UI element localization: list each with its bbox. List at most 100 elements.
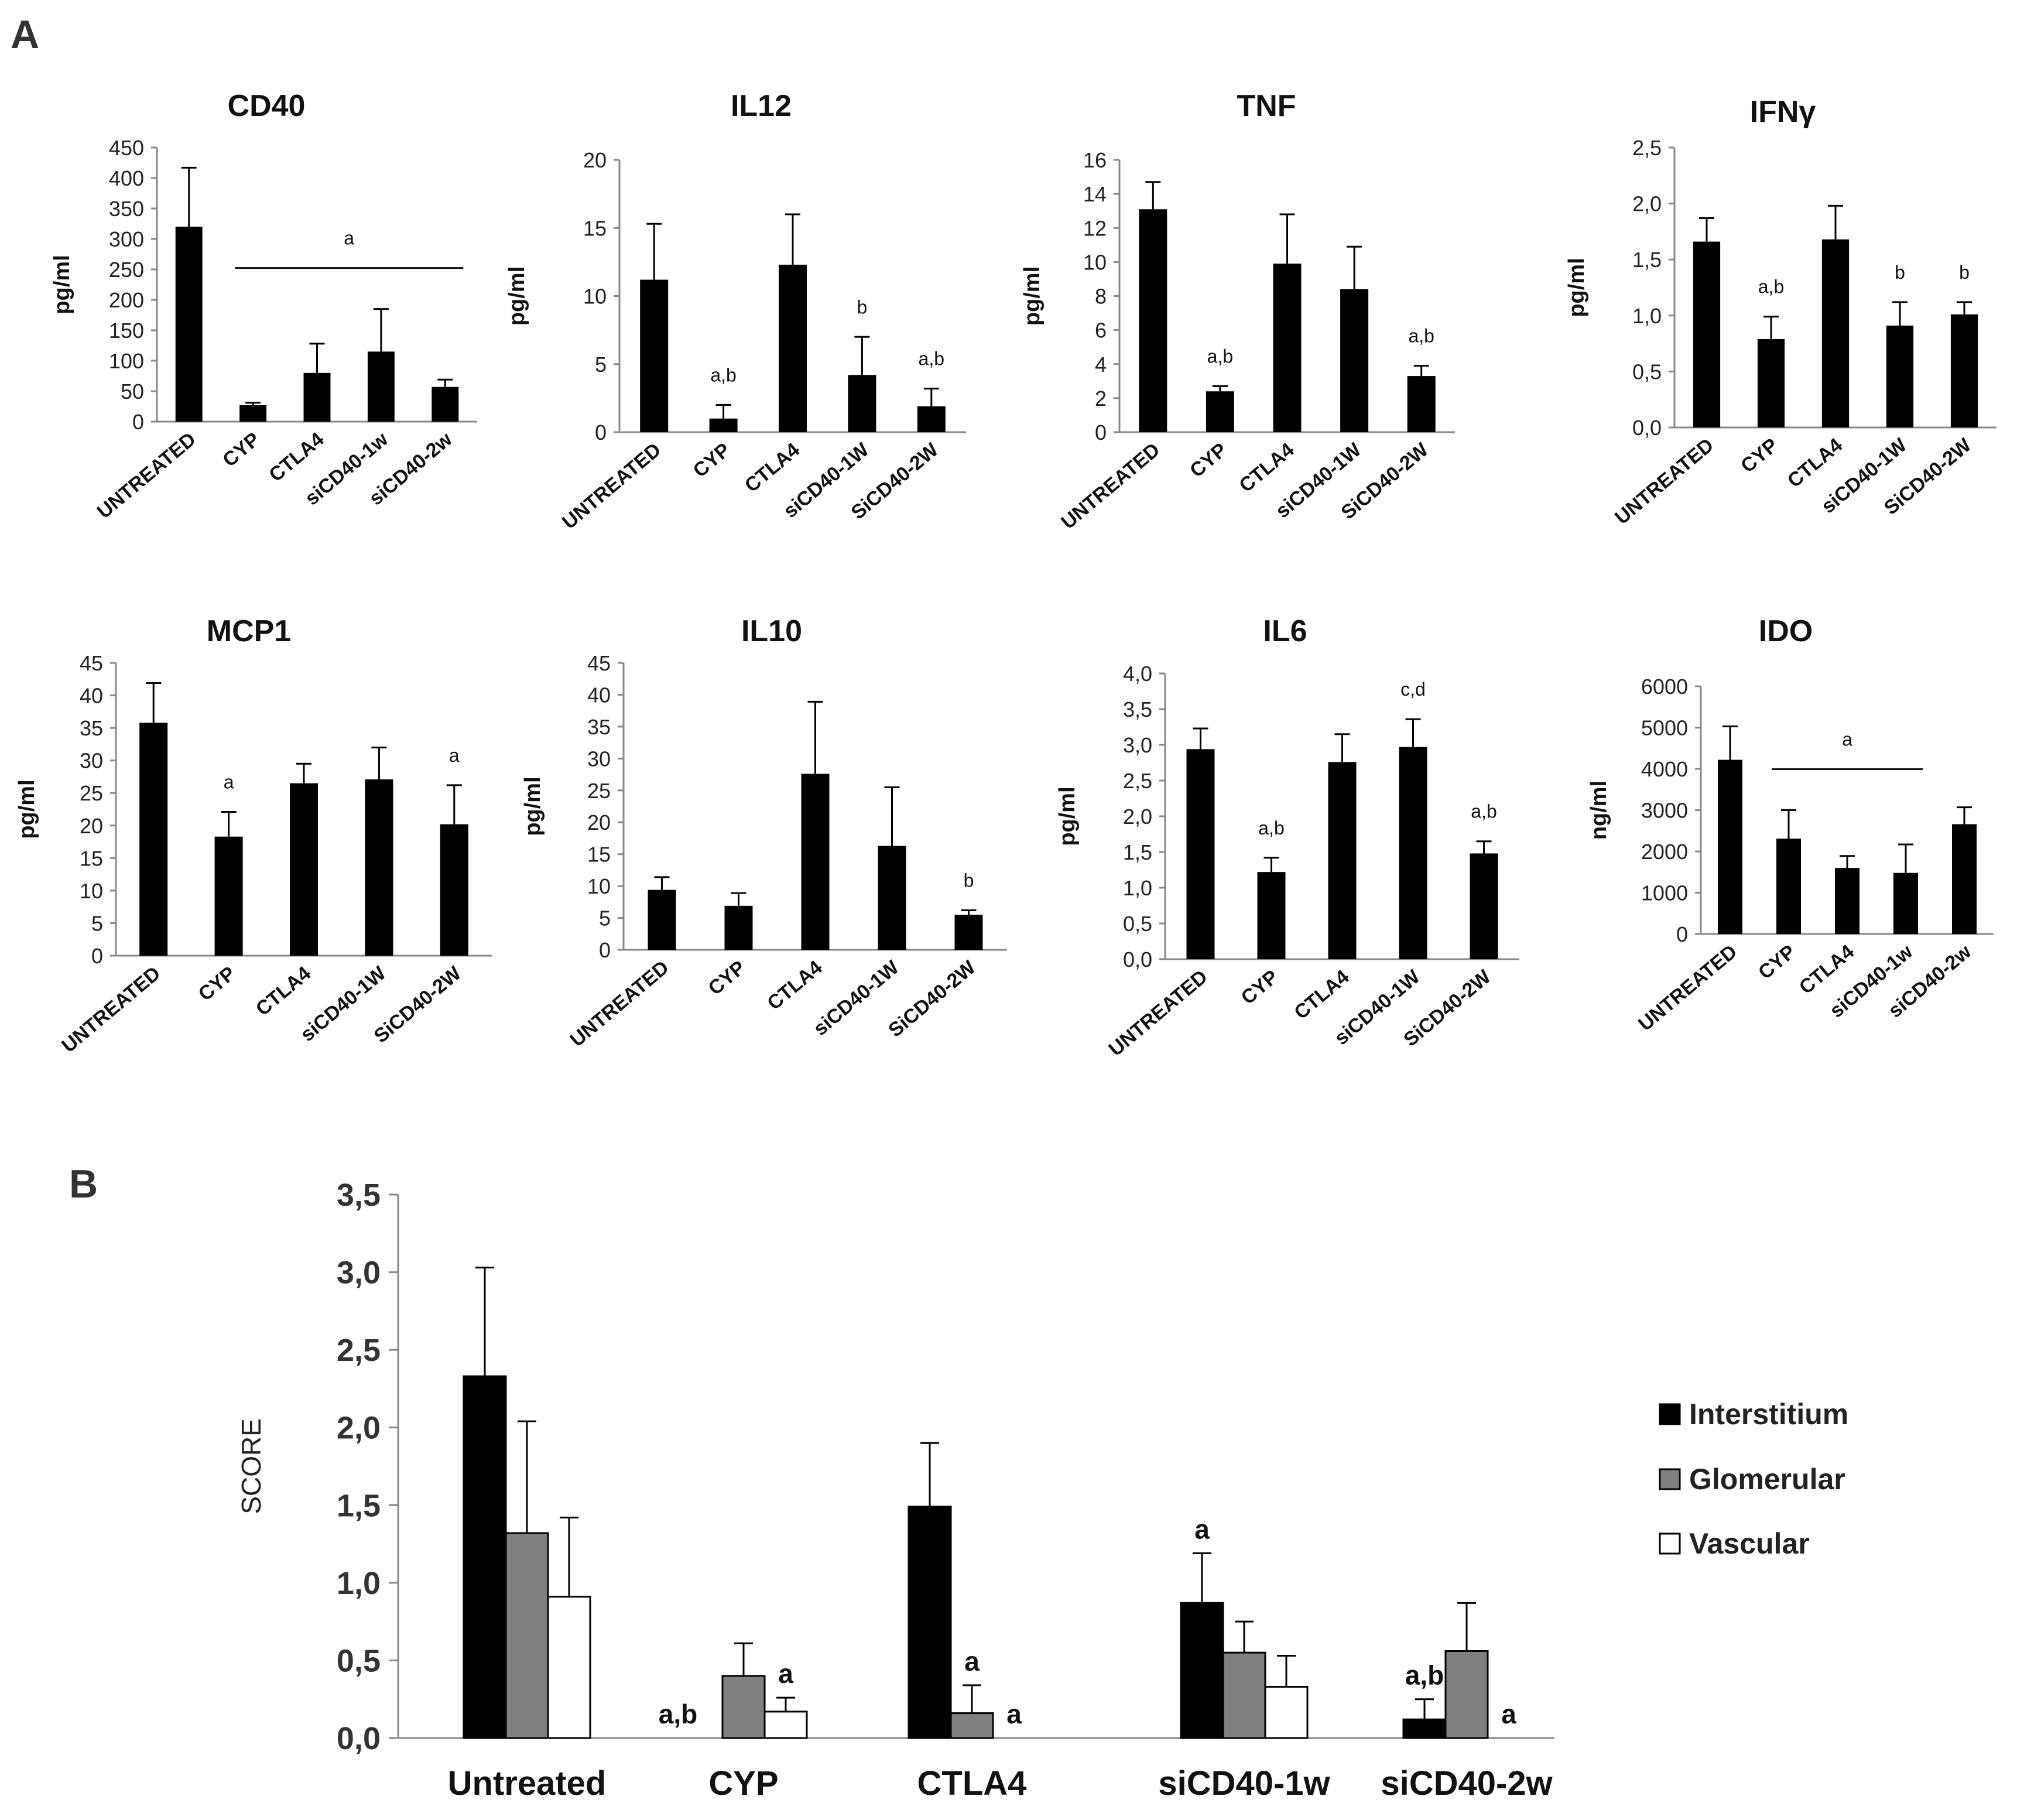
y-tick-label: 2,5 [337,1333,381,1368]
significance-label: a,b [1471,801,1497,822]
significance-label: a,b [1405,1660,1444,1691]
y-tick-label: 3,0 [337,1255,381,1291]
y-axis-label: pg/ml [15,779,39,839]
legend-swatch-vascular [1659,1532,1681,1555]
y-tick-label: 450 [109,136,144,160]
y-axis-label: SCORE [236,1418,266,1514]
category-label: UNTREATED [57,962,165,1057]
y-axis-label: pg/ml [505,266,529,326]
legend-swatch-glomerular [1659,1468,1681,1490]
significance-label: a [449,745,460,766]
y-tick-label: 2000 [1641,840,1688,864]
y-tick-label: 14 [1083,182,1107,206]
category-label: UNTREATED [93,428,200,523]
y-tick-label: 45 [80,651,103,675]
y-axis-label: pg/ml [50,255,74,314]
bar [724,905,753,950]
category-label: CYP [708,1764,778,1802]
significance-label: a [1501,1699,1516,1729]
y-tick-label: 6 [1095,319,1107,343]
category-label: CYP [218,428,264,471]
legend-swatch-interstitium [1659,1403,1681,1425]
y-tick-label: 15 [583,216,607,240]
y-tick-label: 0,5 [337,1643,381,1678]
y-tick-label: 40 [587,683,611,707]
category-label: Untreated [448,1764,607,1802]
y-tick-label: 0,0 [1632,416,1662,440]
y-tick-label: 3,5 [1123,697,1152,721]
bar-glomerular [721,1675,766,1739]
y-tick-label: 300 [109,227,144,251]
bar [848,375,876,432]
bar-vascular [547,1596,591,1739]
significance-label: a [1194,1514,1210,1544]
panel-a-label: A [11,12,39,57]
y-tick-label: 6000 [1641,675,1688,699]
significance-label: a [224,771,234,792]
bar [290,783,318,956]
bar [954,915,983,950]
bar [801,774,830,950]
chart-ido: IDO 0 1000 2000 3000 4000 5000 6000 ng/ml UNTREAT… [1587,614,1994,1035]
bar [1886,326,1914,427]
chart-mcp1: MCP1 0 5 10 15 20 25 30 35 40 45 pg/ml UNTREATED CYP C… [15,614,492,1057]
y-tick-label: 0 [1095,420,1107,444]
y-tick-label: 5 [91,911,103,935]
panel-b-label: B [69,1162,98,1206]
significance-label: a,b [1408,326,1434,347]
bar-interstitium [1402,1718,1447,1739]
bar [709,418,738,432]
y-tick-label: 3,0 [1123,733,1152,757]
bar [878,846,906,950]
chart-il6: IL6 0,0 0,5 1,0 1,5 2,0 2,5 3,0 3,5 4,0 pg/ml UNTRE… [1055,614,1519,1060]
y-tick-label: 0,0 [1123,947,1152,971]
y-tick-label: 0,0 [337,1721,381,1756]
y-tick-label: 20 [587,810,611,834]
category-label: CYP [704,956,750,1000]
y-tick-label: 45 [587,651,611,675]
y-tick-label: 35 [587,715,611,739]
y-tick-label: 2,0 [1123,805,1152,829]
bar [640,279,669,432]
y-tick-label: 4 [1095,353,1107,377]
significance-label: a,b [659,1699,697,1729]
category-label: CYP [689,439,735,482]
chart-title: IL10 [741,614,802,648]
bar-glomerular [1222,1651,1266,1739]
y-axis-label: pg/ml [1564,258,1589,317]
y-tick-label: 1,0 [1632,304,1662,328]
y-tick-label: 1,0 [1123,876,1152,900]
y-tick-label: 1,5 [1632,248,1662,272]
y-tick-label: 0,5 [1123,912,1152,936]
significance-label: b [1959,262,1970,283]
y-axis-label: ng/ml [1587,781,1611,840]
bar [1470,853,1498,959]
y-tick-label: 2,0 [337,1411,381,1446]
bar-glomerular [505,1532,549,1739]
category-label: CYP [1186,439,1231,482]
charts-layer: CD40050100150200250300350400450pg/mlUNTR… [15,89,1997,1802]
bar [1407,376,1436,432]
y-tick-label: 1000 [1641,881,1688,905]
bar [239,405,267,422]
y-axis-label: pg/ml [1055,786,1080,846]
y-tick-label: 0 [595,420,607,444]
bar [1340,289,1369,432]
chart-title: IFNγ [1750,95,1816,129]
significance-label: a [778,1658,793,1689]
category-label: UNTREATED [566,956,673,1051]
y-tick-label: 350 [109,197,144,221]
y-tick-label: 10 [587,874,611,898]
y-tick-label: 25 [587,779,611,803]
significance-label: a,b [1207,346,1233,367]
y-tick-label: 1,0 [337,1566,381,1601]
bar [1757,338,1785,427]
bar [1273,264,1302,432]
chart-cd40: CD40 0 50 100 150 200 250 300 350 400 450 pg/ml UNTR… [50,89,477,523]
bar-vascular [1264,1686,1309,1739]
bar [367,351,395,422]
bar [1718,760,1742,934]
category-label: CYP [1754,940,1800,984]
